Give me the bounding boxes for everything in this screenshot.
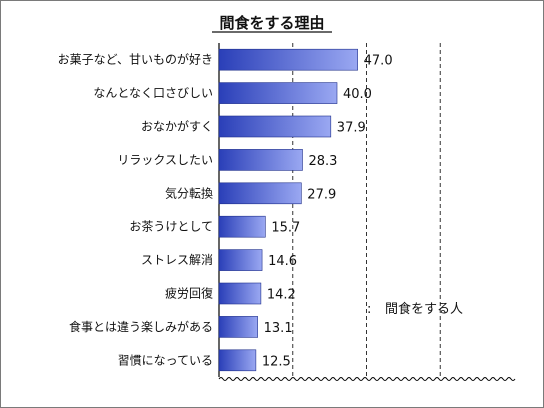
bar (218, 282, 262, 305)
category-label: お茶うけとして (129, 219, 213, 234)
category-label: なんとなく口さびしい (93, 86, 213, 100)
category-label: お菓子など、甘いものが好き (58, 52, 213, 67)
legend-colon: : (367, 302, 371, 317)
value-label: 14.2 (267, 288, 296, 303)
bar (218, 249, 263, 271)
value-label: 28.3 (308, 154, 337, 169)
bar (218, 48, 358, 71)
value-label: 47.0 (364, 54, 393, 69)
bar (218, 82, 338, 104)
category-label: 食事とは違う楽しみがある (69, 319, 213, 334)
bar (218, 349, 257, 372)
legend: 間食をする人 : (353, 301, 463, 317)
category-label: 習慣になっている (118, 352, 213, 367)
chart-title: 間食をする理由 (219, 14, 324, 32)
value-label: 14.6 (268, 254, 297, 269)
value-label: 27.9 (307, 187, 336, 202)
bar (218, 316, 258, 338)
bar (218, 115, 332, 138)
category-label: 疲労回復 (165, 286, 213, 301)
value-label: 13.1 (264, 321, 293, 336)
value-label: 40.0 (343, 87, 372, 102)
value-label: 12.5 (262, 354, 291, 369)
legend-swatch (353, 301, 363, 311)
bar (218, 182, 302, 205)
bar (218, 149, 303, 171)
value-label: 15.7 (271, 221, 300, 236)
legend-label: 間食をする人 (385, 301, 463, 317)
axis-break-line (218, 377, 516, 381)
value-label: 37.9 (337, 121, 366, 136)
category-label: リラックスしたい (117, 153, 213, 167)
category-label: おなかがすく (141, 119, 213, 134)
category-label: ストレス解消 (141, 253, 213, 267)
bar (218, 215, 266, 238)
category-label: 気分転換 (165, 185, 213, 200)
